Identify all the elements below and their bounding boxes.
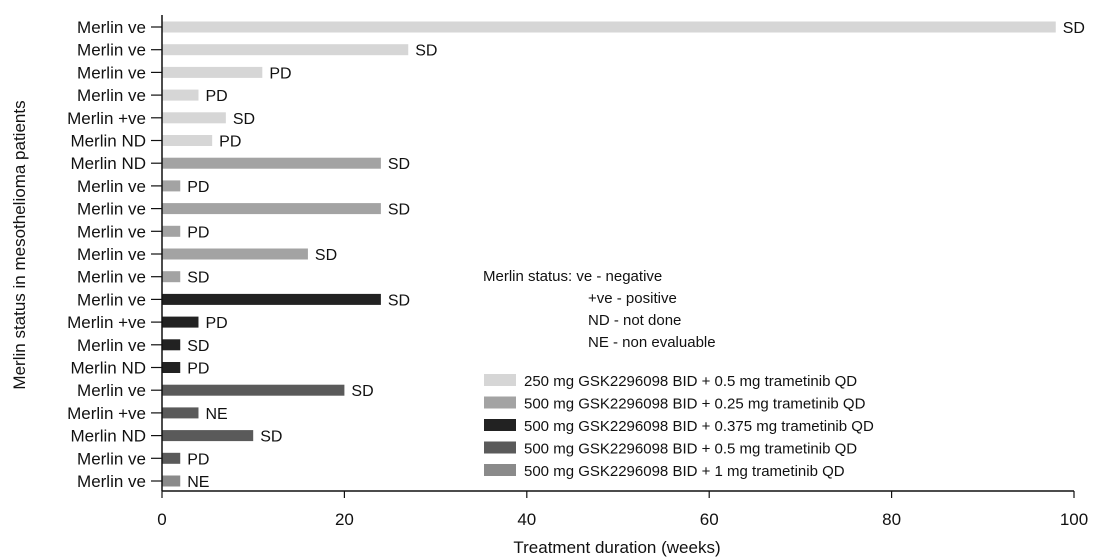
bar bbox=[162, 294, 381, 305]
bar bbox=[162, 67, 262, 78]
x-axis-title: Treatment duration (weeks) bbox=[513, 538, 720, 557]
bar bbox=[162, 135, 212, 146]
response-label: SD bbox=[233, 111, 255, 128]
bar bbox=[162, 430, 253, 441]
response-label: PD bbox=[269, 65, 291, 82]
category-label: Merlin +ve bbox=[67, 313, 146, 332]
response-label: PD bbox=[205, 315, 227, 332]
y-axis-title: Merlin status in mesothelioma patients bbox=[10, 100, 29, 389]
response-label: SD bbox=[1063, 20, 1085, 37]
category-label: Merlin ve bbox=[77, 41, 146, 60]
category-label: Merlin ND bbox=[70, 427, 146, 446]
merlin-status-key-line: +ve - positive bbox=[588, 290, 677, 307]
merlin-status-key-line: ND - not done bbox=[588, 312, 681, 329]
bar bbox=[162, 90, 198, 101]
response-label: PD bbox=[219, 134, 241, 151]
x-tick-label: 60 bbox=[700, 510, 719, 529]
legend-label: 250 mg GSK2296098 BID + 0.5 mg trametini… bbox=[524, 373, 857, 390]
legend-swatch bbox=[484, 374, 516, 386]
bar bbox=[162, 317, 198, 328]
category-label: Merlin ND bbox=[70, 154, 146, 173]
legend-label: 500 mg GSK2296098 BID + 0.25 mg trametin… bbox=[524, 396, 866, 413]
merlin-status-key-title: Merlin status: ve - negative bbox=[483, 268, 662, 285]
category-label: Merlin ND bbox=[70, 132, 146, 151]
category-label: Merlin ve bbox=[77, 381, 146, 400]
category-label: Merlin +ve bbox=[67, 109, 146, 128]
category-labels: Merlin ve Merlin ve Merlin ve Merlin ve Merl… bbox=[67, 18, 162, 491]
response-label: PD bbox=[187, 451, 209, 468]
response-label: SD bbox=[187, 270, 209, 287]
bar bbox=[162, 407, 198, 418]
category-label: Merlin ND bbox=[70, 359, 146, 378]
bar bbox=[162, 271, 180, 282]
response-label: SD bbox=[351, 383, 373, 400]
category-label: Merlin ve bbox=[77, 268, 146, 287]
legend-swatch bbox=[484, 419, 516, 431]
response-label: SD bbox=[187, 338, 209, 355]
merlin-status-key: Merlin status: ve - negative +ve - posit… bbox=[483, 268, 716, 351]
legend-label: 500 mg GSK2296098 BID + 0.375 mg trameti… bbox=[524, 418, 874, 435]
category-label: Merlin ve bbox=[77, 18, 146, 37]
response-label: NE bbox=[187, 474, 209, 491]
response-label: SD bbox=[260, 429, 282, 446]
response-label: SD bbox=[388, 202, 410, 219]
bar bbox=[162, 339, 180, 350]
response-label: PD bbox=[187, 179, 209, 196]
response-label: NE bbox=[205, 406, 227, 423]
category-label: Merlin +ve bbox=[67, 404, 146, 423]
legend-label: 500 mg GSK2296098 BID + 0.5 mg trametini… bbox=[524, 441, 857, 458]
category-label: Merlin ve bbox=[77, 222, 146, 241]
x-tick-label: 20 bbox=[335, 510, 354, 529]
bar bbox=[162, 476, 180, 487]
legend-swatch bbox=[484, 397, 516, 409]
bar bbox=[162, 453, 180, 464]
response-label: SD bbox=[388, 156, 410, 173]
response-label: SD bbox=[388, 292, 410, 309]
category-label: Merlin ve bbox=[77, 63, 146, 82]
category-label: Merlin ve bbox=[77, 472, 146, 491]
category-label: Merlin ve bbox=[77, 177, 146, 196]
bars-layer bbox=[162, 22, 1056, 487]
response-label: PD bbox=[187, 361, 209, 378]
response-label: SD bbox=[415, 43, 437, 60]
x-tick-label: 0 bbox=[157, 510, 166, 529]
bar bbox=[162, 158, 381, 169]
legend-swatch bbox=[484, 464, 516, 476]
category-label: Merlin ve bbox=[77, 290, 146, 309]
category-label: Merlin ve bbox=[77, 200, 146, 219]
bar bbox=[162, 385, 344, 396]
bar bbox=[162, 362, 180, 373]
response-label: PD bbox=[205, 88, 227, 105]
bar bbox=[162, 180, 180, 191]
category-label: Merlin ve bbox=[77, 336, 146, 355]
bar bbox=[162, 203, 381, 214]
response-label: SD bbox=[315, 247, 337, 264]
bar bbox=[162, 226, 180, 237]
x-tick-label: 80 bbox=[882, 510, 901, 529]
x-tick-label: 40 bbox=[517, 510, 536, 529]
category-label: Merlin ve bbox=[77, 245, 146, 264]
category-label: Merlin ve bbox=[77, 449, 146, 468]
bar bbox=[162, 44, 408, 55]
x-ticks: 0 20 40 60 80 100 bbox=[157, 491, 1088, 529]
merlin-status-key-line: NE - non evaluable bbox=[588, 334, 716, 351]
bar bbox=[162, 112, 226, 123]
bar bbox=[162, 249, 308, 260]
legend-swatch bbox=[484, 442, 516, 454]
legend-label: 500 mg GSK2296098 BID + 1 mg trametinib … bbox=[524, 463, 845, 480]
response-label: PD bbox=[187, 224, 209, 241]
x-tick-label: 100 bbox=[1060, 510, 1088, 529]
category-label: Merlin ve bbox=[77, 86, 146, 105]
bar bbox=[162, 22, 1056, 33]
legend: 250 mg GSK2296098 BID + 0.5 mg trametini… bbox=[484, 373, 874, 480]
